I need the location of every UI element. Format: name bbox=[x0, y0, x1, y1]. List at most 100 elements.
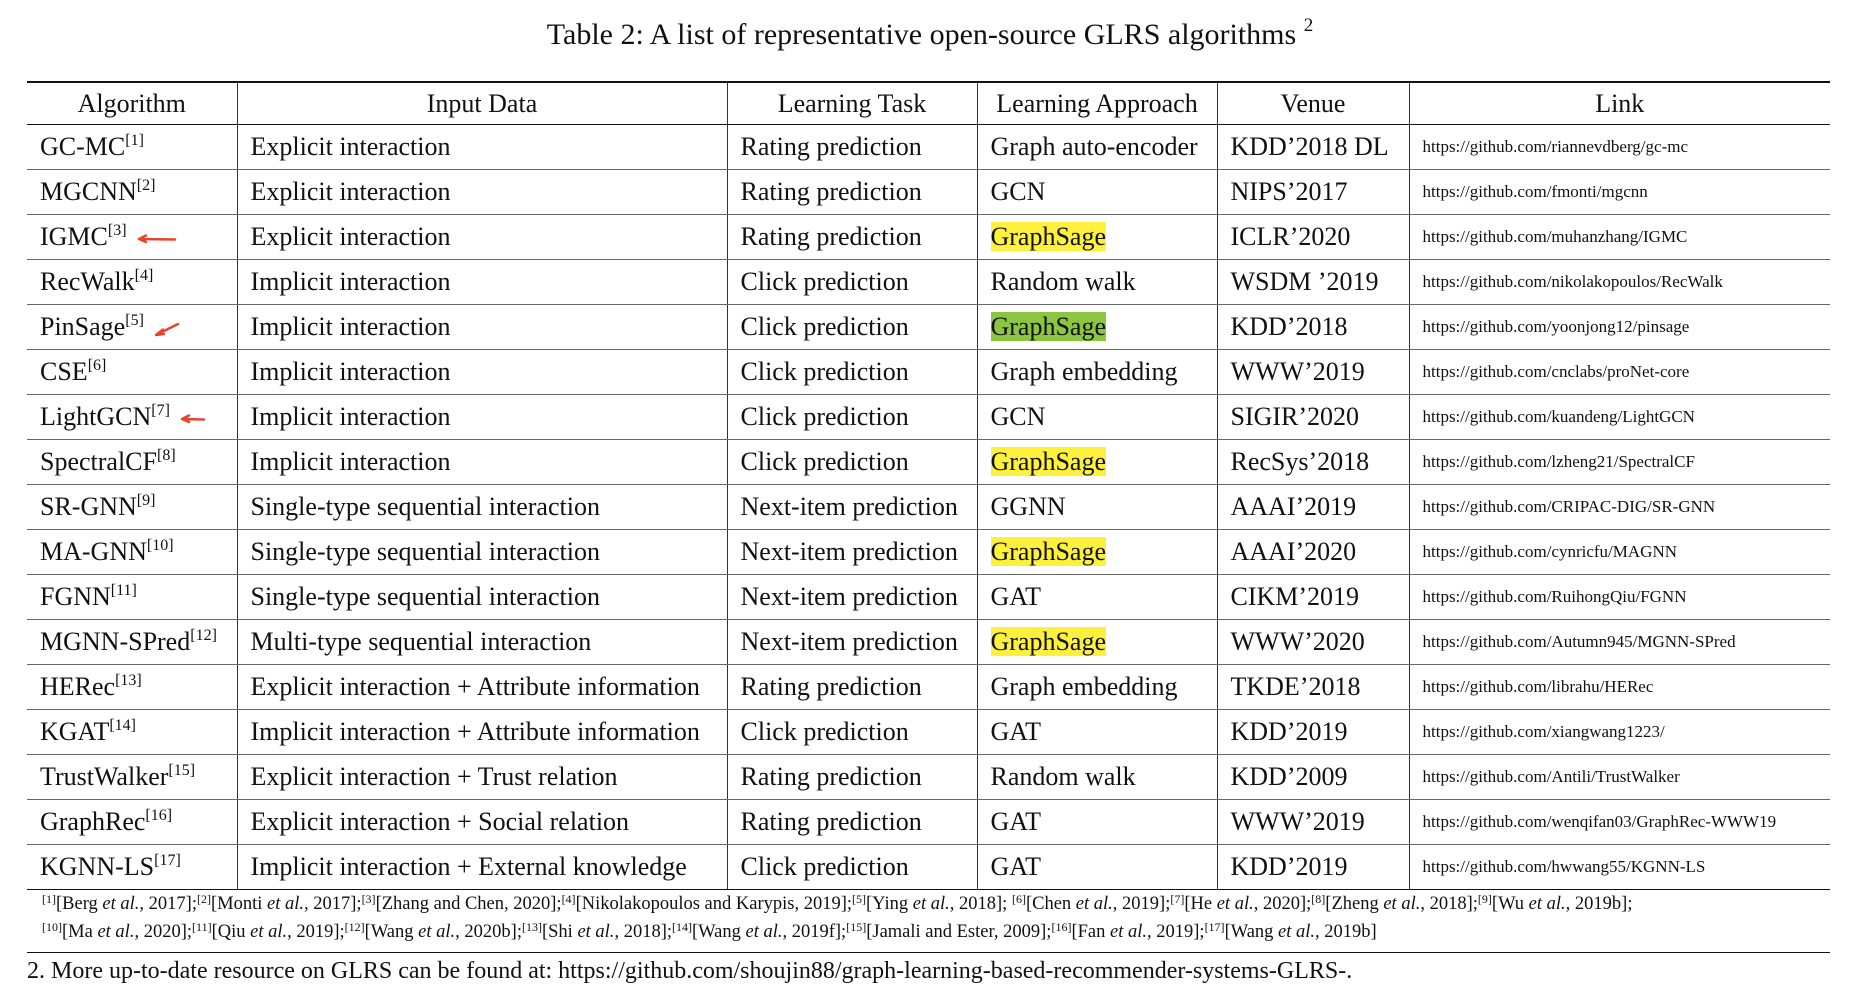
cell-learning-task: Rating prediction bbox=[726, 664, 977, 710]
algorithm-name: LightGCN bbox=[40, 402, 152, 431]
table-body: GC-MC[1] Explicit interaction Rating predi… bbox=[27, 124, 1830, 890]
header-venue: Venue bbox=[1216, 81, 1409, 125]
table-row: LightGCN[7] Implicit interaction Click pre… bbox=[27, 394, 1830, 440]
cell-venue: KDD’2019 bbox=[1216, 709, 1409, 755]
cell-learning-task: Rating prediction bbox=[726, 169, 977, 215]
citation-mark: [16] bbox=[145, 807, 173, 824]
cell-link[interactable]: https://github.com/nikolakopoulos/RecWal… bbox=[1408, 259, 1830, 305]
reference-year: , 2018]; bbox=[614, 922, 672, 942]
cell-link[interactable]: https://github.com/cynricfu/MAGNN bbox=[1408, 529, 1830, 575]
algorithm-name: TrustWalker bbox=[40, 762, 169, 791]
reference-et-al: et al. bbox=[1383, 894, 1421, 914]
cell-venue: RecSys’2018 bbox=[1216, 439, 1409, 485]
cell-learning-approach: GraphSage bbox=[976, 304, 1217, 350]
reference-number: [11] bbox=[192, 920, 212, 934]
reference-year: , 2020]; bbox=[134, 922, 193, 942]
algorithm-name: HERec bbox=[40, 672, 116, 701]
cell-link[interactable]: https://github.com/cnclabs/proNet-core bbox=[1408, 349, 1830, 395]
cell-learning-task: Click prediction bbox=[726, 439, 977, 485]
cell-link[interactable]: https://github.com/RuihongQiu/FGNN bbox=[1408, 574, 1830, 620]
reference-line: [1][Berg et al., 2017];[2][Monti et al.,… bbox=[42, 890, 1832, 918]
cell-input-data: Single-type sequential interaction bbox=[236, 529, 727, 575]
reference-year: , 2018]; bbox=[1420, 894, 1478, 914]
reference-year: , 2019b]; bbox=[1565, 894, 1633, 914]
cell-link[interactable]: https://github.com/librahu/HERec bbox=[1408, 664, 1830, 710]
citation-mark: [5] bbox=[125, 312, 144, 329]
highlighted-approach: GraphSage bbox=[990, 447, 1107, 476]
cell-venue: ICLR’2020 bbox=[1216, 214, 1409, 260]
cell-link[interactable]: https://github.com/Autumn945/MGNN-SPred bbox=[1408, 619, 1830, 665]
table-row: SpectralCF[8] Implicit interaction Click p… bbox=[27, 439, 1830, 485]
cell-learning-task: Click prediction bbox=[726, 259, 977, 305]
footnote: 2. More up-to-date resource on GLRS can … bbox=[27, 958, 1353, 984]
cell-venue: KDD’2018 DL bbox=[1216, 124, 1409, 170]
reference-number: [2] bbox=[196, 892, 211, 906]
reference-number: [4] bbox=[561, 892, 576, 906]
approach-text: GAT bbox=[990, 582, 1042, 611]
cell-link[interactable]: https://github.com/xiangwang1223/ bbox=[1408, 709, 1830, 755]
reference-number: [6] bbox=[1011, 892, 1026, 906]
cell-input-data: Implicit interaction bbox=[236, 304, 727, 350]
table-caption: Table 2: A list of representative open-s… bbox=[0, 15, 1860, 52]
cell-venue: WWW’2020 bbox=[1216, 619, 1409, 665]
algorithm-name: FGNN bbox=[40, 582, 111, 611]
cell-input-data: Implicit interaction bbox=[236, 259, 727, 305]
cell-learning-approach: Graph auto-encoder bbox=[976, 124, 1217, 170]
cell-input-data: Single-type sequential interaction bbox=[236, 574, 727, 620]
approach-text: GAT bbox=[990, 852, 1042, 881]
cell-learning-approach: GGNN bbox=[976, 484, 1217, 530]
cell-link[interactable]: https://github.com/hwwang55/KGNN-LS bbox=[1408, 844, 1830, 890]
cell-venue: CIKM’2019 bbox=[1216, 574, 1409, 620]
table-row: GC-MC[1] Explicit interaction Rating predi… bbox=[27, 124, 1830, 170]
reference-year: , 2017]; bbox=[139, 894, 197, 914]
algorithm-name: PinSage bbox=[40, 312, 126, 341]
reference-et-al: et al. bbox=[1216, 894, 1254, 914]
cell-link[interactable]: https://github.com/yoonjong12/pinsage bbox=[1408, 304, 1830, 350]
approach-text: GCN bbox=[990, 402, 1046, 431]
cell-algorithm: IGMC[3] bbox=[27, 214, 237, 260]
cell-link[interactable]: https://github.com/fmonti/mgcnn bbox=[1408, 169, 1830, 215]
algorithm-name: GraphRec bbox=[40, 807, 146, 836]
cell-learning-approach: GAT bbox=[976, 799, 1217, 845]
algorithm-name: IGMC bbox=[40, 222, 108, 251]
cell-learning-task: Next-item prediction bbox=[726, 529, 977, 575]
table-row: SR-GNN[9] Single-type sequential interact… bbox=[27, 484, 1830, 530]
cell-input-data: Implicit interaction bbox=[236, 394, 727, 440]
reference-et-al: et al. bbox=[912, 894, 950, 914]
reference-et-al: et al. bbox=[418, 922, 456, 942]
reference-notes: [1][Berg et al., 2017];[2][Monti et al.,… bbox=[42, 890, 1832, 946]
red-arrow-annotation-icon bbox=[180, 414, 206, 424]
table-header-row: Algorithm Input Data Learning Task Learn… bbox=[27, 81, 1830, 125]
algorithm-name: RecWalk bbox=[40, 267, 135, 296]
table-row: TrustWalker[15] Explicit interaction + Tr… bbox=[27, 754, 1830, 800]
cell-link[interactable]: https://github.com/muhanzhang/IGMC bbox=[1408, 214, 1830, 260]
reference-text: [Wang bbox=[364, 922, 419, 942]
cell-algorithm: KGAT[14] bbox=[27, 709, 237, 755]
reference-number: [3] bbox=[361, 892, 376, 906]
reference-et-al: et al. bbox=[97, 922, 135, 942]
cell-link[interactable]: https://github.com/wenqifan03/GraphRec-W… bbox=[1408, 799, 1830, 845]
algorithm-name: CSE bbox=[40, 357, 88, 386]
caption-footnote-mark: 2 bbox=[1303, 15, 1314, 36]
cell-input-data: Implicit interaction + Attribute informa… bbox=[236, 709, 727, 755]
algorithms-table: Algorithm Input Data Learning Task Learn… bbox=[27, 81, 1830, 890]
cell-learning-approach: GAT bbox=[976, 844, 1217, 890]
reference-line: [10][Ma et al., 2020];[11][Qiu et al., 2… bbox=[42, 918, 1832, 946]
cell-learning-approach: GAT bbox=[976, 574, 1217, 620]
reference-number: [17] bbox=[1204, 920, 1225, 934]
caption-text: Table 2: A list of representative open-s… bbox=[546, 18, 1304, 51]
cell-link[interactable]: https://github.com/CRIPAC-DIG/SR-GNN bbox=[1408, 484, 1830, 530]
cell-link[interactable]: https://github.com/lzheng21/SpectralCF bbox=[1408, 439, 1830, 485]
cell-venue: KDD’2018 bbox=[1216, 304, 1409, 350]
citation-mark: [11] bbox=[110, 582, 137, 599]
citation-mark: [12] bbox=[190, 627, 217, 644]
cell-algorithm: HERec[13] bbox=[27, 664, 237, 710]
cell-learning-approach: GraphSage bbox=[976, 214, 1217, 260]
cell-link[interactable]: https://github.com/Antili/TrustWalker bbox=[1408, 754, 1830, 800]
header-learning-approach: Learning Approach bbox=[976, 81, 1217, 125]
cell-link[interactable]: https://github.com/kuandeng/LightGCN bbox=[1408, 394, 1830, 440]
reference-et-al: et al. bbox=[577, 922, 615, 942]
cell-link[interactable]: https://github.com/riannevdberg/gc-mc bbox=[1408, 124, 1830, 170]
highlighted-approach: GraphSage bbox=[990, 537, 1107, 566]
cell-venue: AAAI’2020 bbox=[1216, 529, 1409, 575]
